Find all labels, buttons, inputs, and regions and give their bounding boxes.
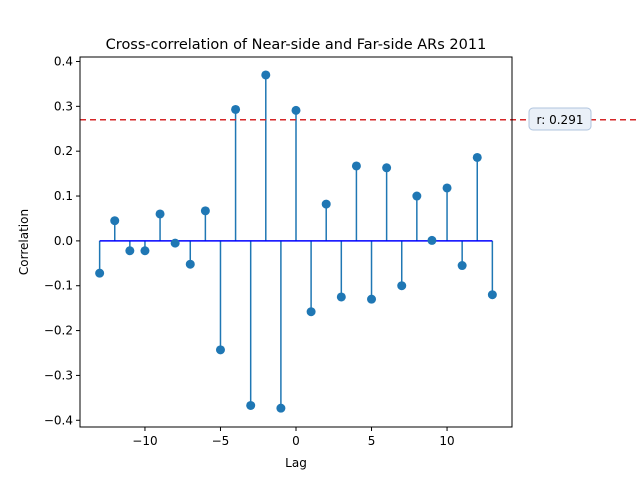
stem-marker [457,261,467,271]
stem-marker [125,246,135,256]
stem-marker [427,235,437,245]
stem-marker [487,290,497,300]
y-tick-label: 0.2 [54,144,73,158]
stem-marker [140,246,150,256]
x-tick-label: 5 [368,434,376,448]
y-tick-label: −0.4 [44,413,73,427]
x-tick-label: 0 [292,434,300,448]
stem-marker [472,152,482,162]
stem-marker [351,161,361,171]
stem-marker [336,292,346,302]
y-axis: −0.4 −0.3 −0.2 −0.1 0.0 0.1 0.2 0.3 0.4 [44,54,80,427]
annotation-background [528,107,592,131]
annotation-text: r: 0.291 [537,113,584,127]
stem-marker [155,209,165,219]
stem-marker [200,206,210,216]
stem-marker [261,70,271,80]
stem-marker [170,238,180,248]
stem-marker [95,268,105,278]
x-axis: −10 −5 0 5 10 [132,427,455,448]
x-axis-label: Lag [285,456,307,470]
annotation-box: r: 0.291 [528,107,592,131]
plot-area [79,56,640,428]
stem-marker [442,183,452,193]
stem-marker [412,191,422,201]
x-tick-label: −5 [212,434,230,448]
stem-marker [367,294,377,304]
stem-marker [276,403,286,413]
stem-marker [321,199,331,209]
y-tick-label: 0.4 [54,54,73,68]
y-tick-label: 0.0 [54,234,73,248]
stem-marker [397,281,407,291]
chart-title: Cross-correlation of Near-side and Far-s… [106,37,487,53]
stem-marker [185,259,195,269]
y-tick-label: −0.2 [44,324,73,338]
y-axis-label: Correlation [17,209,31,275]
y-tick-label: 0.1 [54,189,73,203]
x-tick-label: −10 [132,434,157,448]
stem-marker [246,400,256,410]
y-tick-label: −0.1 [44,279,73,293]
stem-marker [306,307,316,317]
stem-marker [110,216,120,226]
stem-marker [215,345,225,355]
x-tick-label: 10 [439,434,454,448]
y-tick-label: −0.3 [44,368,73,382]
stem-marker [291,105,301,115]
y-tick-label: 0.3 [54,99,73,113]
stem-marker [231,104,241,114]
stem-marker [382,163,392,173]
